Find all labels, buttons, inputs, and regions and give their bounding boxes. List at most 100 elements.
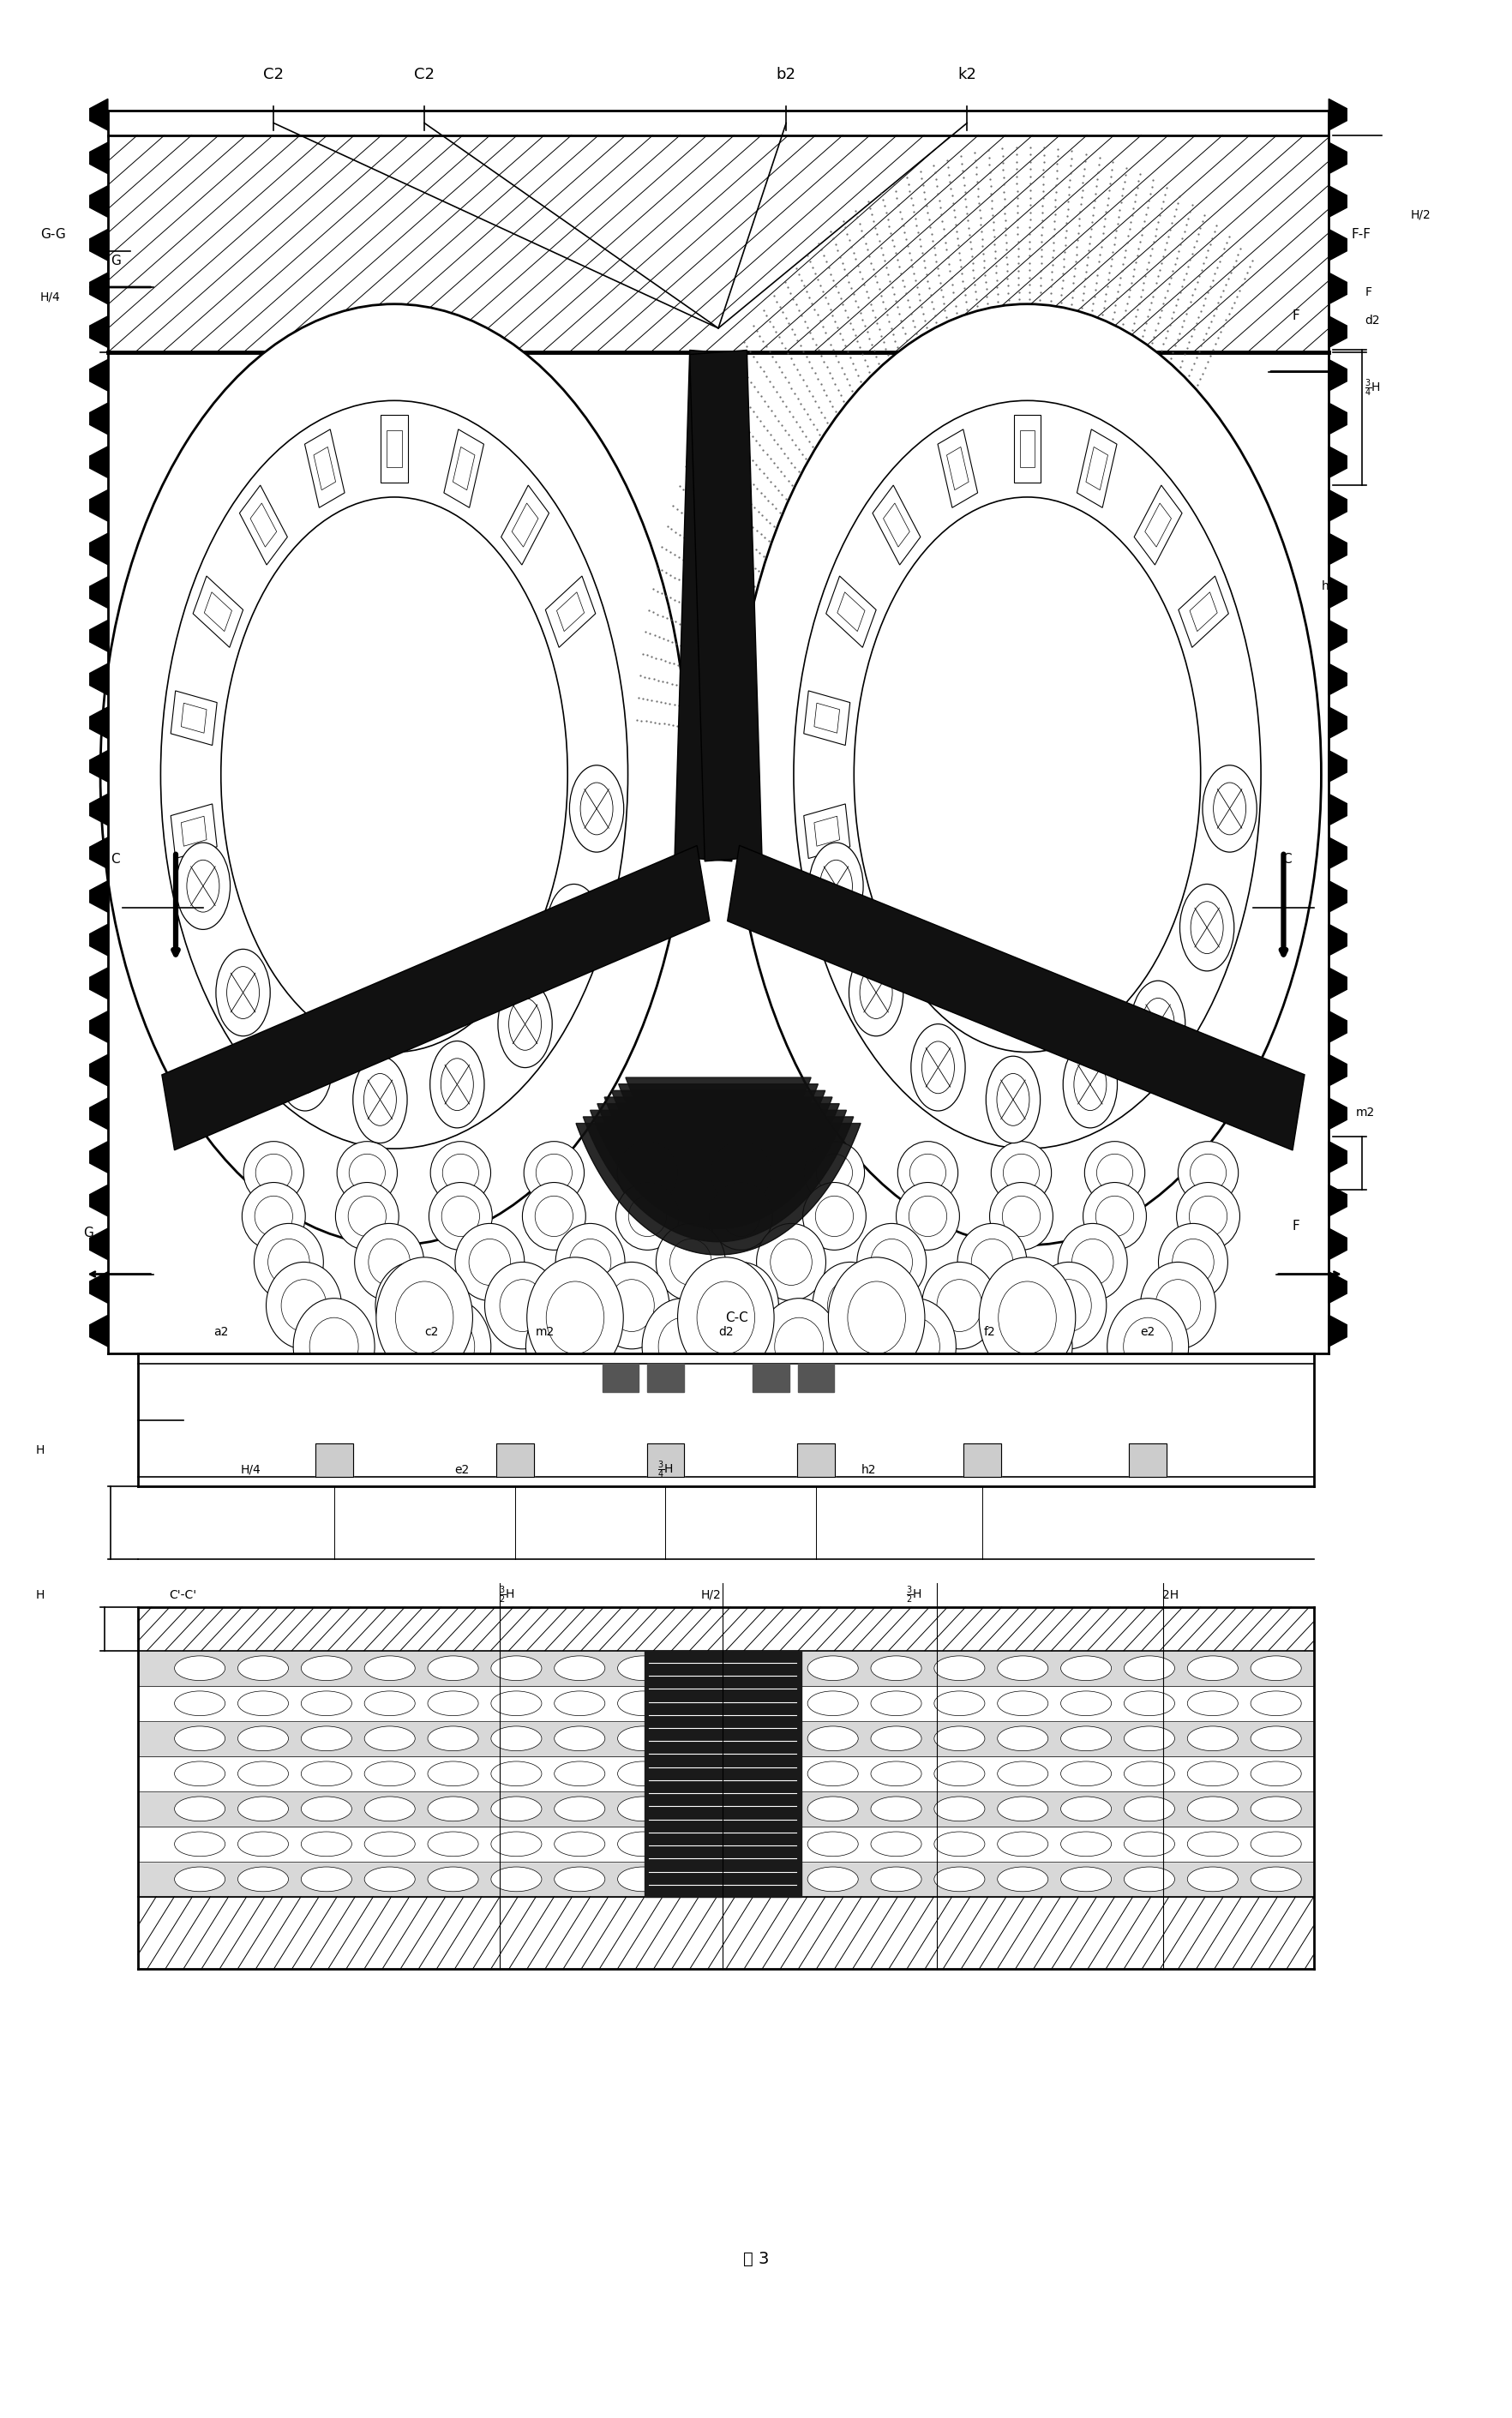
Ellipse shape xyxy=(522,1182,585,1250)
Circle shape xyxy=(1131,982,1185,1069)
Ellipse shape xyxy=(998,1867,1048,1891)
Polygon shape xyxy=(89,663,107,694)
Ellipse shape xyxy=(807,1760,859,1787)
Polygon shape xyxy=(313,447,336,491)
Ellipse shape xyxy=(555,1797,605,1821)
Ellipse shape xyxy=(1250,1833,1302,1857)
Ellipse shape xyxy=(555,1656,605,1681)
Ellipse shape xyxy=(555,1760,605,1787)
Ellipse shape xyxy=(301,1867,352,1891)
Ellipse shape xyxy=(871,1238,912,1286)
Polygon shape xyxy=(1329,578,1347,607)
Polygon shape xyxy=(381,416,408,484)
Ellipse shape xyxy=(680,1690,732,1717)
Ellipse shape xyxy=(543,1318,591,1376)
Polygon shape xyxy=(1013,416,1040,484)
Ellipse shape xyxy=(998,1797,1048,1821)
Circle shape xyxy=(100,305,688,1245)
Text: k2: k2 xyxy=(957,68,977,82)
Ellipse shape xyxy=(1187,1867,1238,1891)
Text: C'-C': C'-C' xyxy=(169,1589,197,1601)
Polygon shape xyxy=(1145,503,1172,546)
Polygon shape xyxy=(1329,273,1347,305)
Ellipse shape xyxy=(909,1197,947,1236)
Ellipse shape xyxy=(364,1833,416,1857)
Ellipse shape xyxy=(1250,1797,1302,1821)
Ellipse shape xyxy=(376,1257,473,1378)
Ellipse shape xyxy=(535,1197,573,1236)
Text: h2: h2 xyxy=(862,1463,877,1475)
Text: $\frac{3}{4}$H: $\frac{3}{4}$H xyxy=(1365,377,1380,399)
Ellipse shape xyxy=(301,1690,352,1717)
Ellipse shape xyxy=(744,1690,795,1717)
Circle shape xyxy=(278,1023,333,1110)
Polygon shape xyxy=(204,592,231,631)
Ellipse shape xyxy=(174,1760,225,1787)
Ellipse shape xyxy=(428,1867,478,1891)
Ellipse shape xyxy=(744,1760,795,1787)
Ellipse shape xyxy=(1187,1833,1238,1857)
Ellipse shape xyxy=(535,1153,572,1192)
Ellipse shape xyxy=(922,1262,996,1349)
Polygon shape xyxy=(1329,1011,1347,1042)
Ellipse shape xyxy=(485,1262,559,1349)
Text: m2: m2 xyxy=(535,1325,555,1337)
Ellipse shape xyxy=(364,1656,416,1681)
Polygon shape xyxy=(138,1826,1314,1862)
Ellipse shape xyxy=(656,1224,726,1301)
Polygon shape xyxy=(89,1315,107,1347)
Polygon shape xyxy=(1329,404,1347,435)
Polygon shape xyxy=(1077,430,1117,508)
Ellipse shape xyxy=(555,1833,605,1857)
Text: e2: e2 xyxy=(455,1463,470,1475)
Polygon shape xyxy=(647,1364,683,1393)
Circle shape xyxy=(558,902,590,953)
Polygon shape xyxy=(727,846,1305,1151)
Ellipse shape xyxy=(998,1726,1048,1751)
Ellipse shape xyxy=(891,1318,940,1376)
Text: F: F xyxy=(1291,1219,1299,1233)
Ellipse shape xyxy=(301,1760,352,1787)
Polygon shape xyxy=(963,1444,1001,1477)
Ellipse shape xyxy=(934,1690,984,1717)
Ellipse shape xyxy=(237,1760,289,1787)
Ellipse shape xyxy=(990,1182,1052,1250)
Ellipse shape xyxy=(375,1262,451,1349)
Ellipse shape xyxy=(364,1726,416,1751)
Polygon shape xyxy=(1329,1272,1347,1303)
Polygon shape xyxy=(89,230,107,261)
Text: d2: d2 xyxy=(718,1325,733,1337)
Ellipse shape xyxy=(680,1656,732,1681)
Ellipse shape xyxy=(744,1726,795,1751)
Polygon shape xyxy=(1329,99,1347,131)
Polygon shape xyxy=(107,135,1329,353)
Ellipse shape xyxy=(428,1690,478,1717)
Text: f2: f2 xyxy=(984,1325,995,1337)
Polygon shape xyxy=(1178,575,1229,648)
Ellipse shape xyxy=(934,1797,984,1821)
Polygon shape xyxy=(89,750,107,781)
Ellipse shape xyxy=(1172,1238,1214,1286)
Polygon shape xyxy=(1190,592,1217,631)
Text: G: G xyxy=(83,1226,94,1240)
Ellipse shape xyxy=(857,1224,927,1301)
Polygon shape xyxy=(674,351,747,861)
Polygon shape xyxy=(89,447,107,479)
Ellipse shape xyxy=(1123,1760,1175,1787)
Ellipse shape xyxy=(242,1182,305,1250)
Ellipse shape xyxy=(256,1153,292,1192)
Ellipse shape xyxy=(807,1656,859,1681)
Polygon shape xyxy=(89,143,107,174)
Circle shape xyxy=(910,1023,965,1110)
Polygon shape xyxy=(314,1444,352,1477)
Ellipse shape xyxy=(355,1224,423,1301)
Circle shape xyxy=(497,982,552,1069)
Ellipse shape xyxy=(301,1726,352,1751)
Polygon shape xyxy=(618,1083,818,1175)
Ellipse shape xyxy=(827,1279,872,1332)
Polygon shape xyxy=(89,706,107,737)
Polygon shape xyxy=(454,447,475,491)
Polygon shape xyxy=(138,1651,1314,1685)
Ellipse shape xyxy=(744,1833,795,1857)
Polygon shape xyxy=(689,351,762,861)
